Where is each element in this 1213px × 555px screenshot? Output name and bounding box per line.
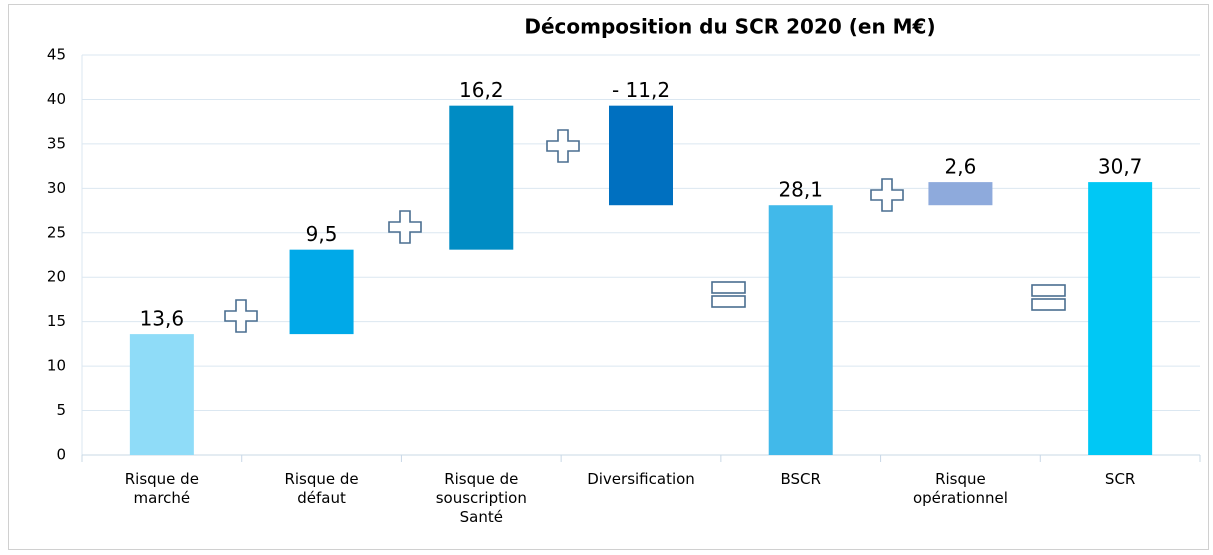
bar [129, 334, 194, 455]
x-tick-label: Risque de marché [124, 470, 199, 507]
data-label: - 11,2 [612, 78, 670, 102]
bar [449, 105, 514, 250]
y-tick-label: 0 [56, 446, 66, 464]
y-tick-label: 45 [47, 46, 66, 64]
y-tick-label: 5 [56, 401, 66, 419]
x-tick-label: SCR [1104, 470, 1136, 488]
data-label: 30,7 [1098, 155, 1143, 179]
y-tick-label: 20 [47, 268, 66, 286]
x-tick-label: Risque de souscription Santé [435, 470, 527, 526]
y-tick-label: 25 [47, 223, 66, 241]
y-tick-label: 40 [47, 90, 66, 108]
operator-symbols [224, 129, 1066, 333]
plus-sign [224, 299, 258, 333]
equal-sign [711, 281, 746, 308]
bar [1088, 182, 1153, 455]
plus-sign [870, 178, 904, 212]
y-tick-label: 10 [47, 357, 66, 375]
y-tick-label: 30 [47, 179, 66, 197]
data-label: 9,5 [306, 222, 338, 246]
plus-sign [388, 210, 422, 244]
x-tick-label: Risque de défaut [284, 470, 359, 507]
chart-title: Décomposition du SCR 2020 (en M€) [524, 15, 935, 39]
bar [928, 182, 993, 206]
plus-sign [546, 129, 580, 163]
data-label: 28,1 [778, 178, 823, 202]
y-tick-label: 15 [47, 312, 66, 330]
equal-sign [1031, 284, 1066, 311]
data-label: 13,6 [140, 307, 185, 331]
bar [289, 249, 354, 335]
x-tick-label: Diversification [587, 470, 695, 488]
bar [768, 205, 833, 455]
x-tick-label: BSCR [780, 470, 821, 488]
x-tick-label: Risque opérationnel [912, 470, 1008, 507]
bar [609, 105, 673, 206]
data-label: 2,6 [945, 155, 977, 179]
y-tick-label: 35 [47, 134, 66, 152]
data-label: 16,2 [459, 78, 504, 102]
